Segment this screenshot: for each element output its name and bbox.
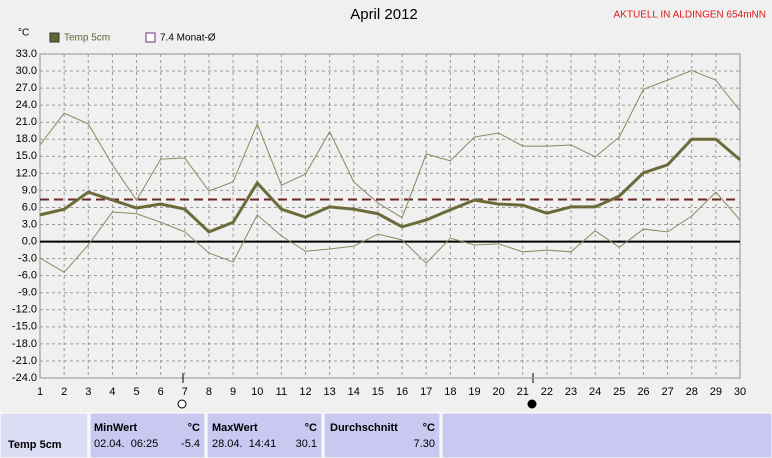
x-tick-label: 11 [276, 386, 287, 398]
x-tick-label: 8 [206, 386, 212, 398]
table-cell-text: 30.1 [296, 438, 317, 450]
x-tick-label: 1 [37, 386, 43, 398]
x-tick-label: 7 [182, 386, 188, 398]
x-tick-label: 6 [158, 386, 164, 398]
range-line [39, 69, 741, 219]
x-tick-label: 23 [565, 386, 577, 398]
x-tick-label: 22 [541, 386, 553, 398]
table-header: Durchschnitt [330, 422, 398, 434]
y-tick-label: -24.0 [12, 372, 37, 384]
table-cell-text: 28.04. 14:41 [212, 438, 276, 450]
x-tick-label: 4 [109, 386, 115, 398]
x-tick-label: 3 [85, 386, 91, 398]
x-tick-label: 10 [251, 386, 263, 398]
table-header: MinWert [94, 422, 138, 434]
x-tick-label: 24 [589, 386, 601, 398]
x-tick-label: 29 [710, 386, 722, 398]
x-tick-label: 5 [133, 386, 139, 398]
y-tick-label: 18.0 [16, 133, 37, 145]
table-header: °C [188, 422, 200, 434]
y-tick-label: 12.0 [16, 167, 37, 179]
mean-temperature-line [39, 137, 741, 234]
x-tick-label: 19 [468, 386, 480, 398]
plot-area [39, 53, 741, 379]
y-tick-label: 6.0 [22, 201, 37, 213]
y-tick-label: 3.0 [22, 218, 37, 230]
x-tick-label: 9 [230, 386, 236, 398]
table-cell-text: 7.30 [414, 438, 435, 450]
x-tick-label: 16 [396, 386, 408, 398]
x-tick-label: 21 [517, 386, 529, 398]
y-tick-label: -18.0 [12, 338, 37, 350]
y-tick-label: 24.0 [16, 99, 37, 111]
station-label: AKTUELL IN ALDINGEN 654mNN [614, 10, 766, 21]
table-header: °C [305, 422, 317, 434]
x-tick-label: 25 [613, 386, 625, 398]
table-cell-text: 02.04. 06:25 [94, 438, 158, 450]
legend-label: 7.4 Monat-Ø [160, 33, 216, 44]
x-tick-label: 27 [661, 386, 673, 398]
full-moon-icon [177, 399, 187, 409]
x-tick-label: 13 [324, 386, 336, 398]
x-tick-label: 28 [686, 386, 698, 398]
table-cell [0, 412, 89, 458]
x-tick-label: 15 [372, 386, 384, 398]
row-header: Temp 5cm [8, 439, 62, 451]
y-tick-label: -12.0 [12, 304, 37, 316]
table-header: °C [423, 422, 435, 434]
legend-swatch [49, 32, 60, 43]
y-tick-label: 15.0 [16, 150, 37, 162]
table-cell [206, 412, 323, 458]
table-cell [89, 412, 206, 458]
x-tick-label: 2 [61, 386, 67, 398]
x-tick-label: 30 [734, 386, 746, 398]
y-tick-label: 0.0 [22, 235, 37, 247]
y-tick-label: 21.0 [16, 116, 37, 128]
stats-table: MinWert °C MaxWert °C Durchschnitt °C Te… [0, 412, 772, 458]
chart-title: April 2012 [350, 6, 418, 23]
range-line [39, 191, 741, 273]
x-tick-label: 14 [348, 386, 360, 398]
x-tick-label: 26 [637, 386, 649, 398]
legend-label: Temp 5cm [64, 33, 110, 44]
table-cell-text: -5.4 [181, 438, 200, 450]
x-tick-label: 18 [444, 386, 456, 398]
y-tick-label: 27.0 [16, 82, 37, 94]
y-tick-label: 9.0 [22, 184, 37, 196]
y-tick-label: 33.0 [16, 48, 37, 60]
new-moon-icon [527, 399, 537, 409]
y-tick-label: -21.0 [12, 355, 37, 367]
table-cell [323, 412, 441, 458]
y-tick-label: -3.0 [18, 253, 37, 265]
y-tick-label: 30.0 [16, 65, 37, 77]
x-tick-label: 20 [492, 386, 504, 398]
legend-swatch [145, 32, 156, 43]
table-header: MaxWert [212, 422, 258, 434]
y-tick-label: -9.0 [18, 287, 37, 299]
y-tick-label: -6.0 [18, 270, 37, 282]
y-tick-label: -15.0 [12, 321, 37, 333]
y-axis-label: °C [18, 28, 29, 39]
x-tick-label: 12 [299, 386, 311, 398]
table-cell [441, 412, 772, 458]
x-tick-label: 17 [420, 386, 432, 398]
